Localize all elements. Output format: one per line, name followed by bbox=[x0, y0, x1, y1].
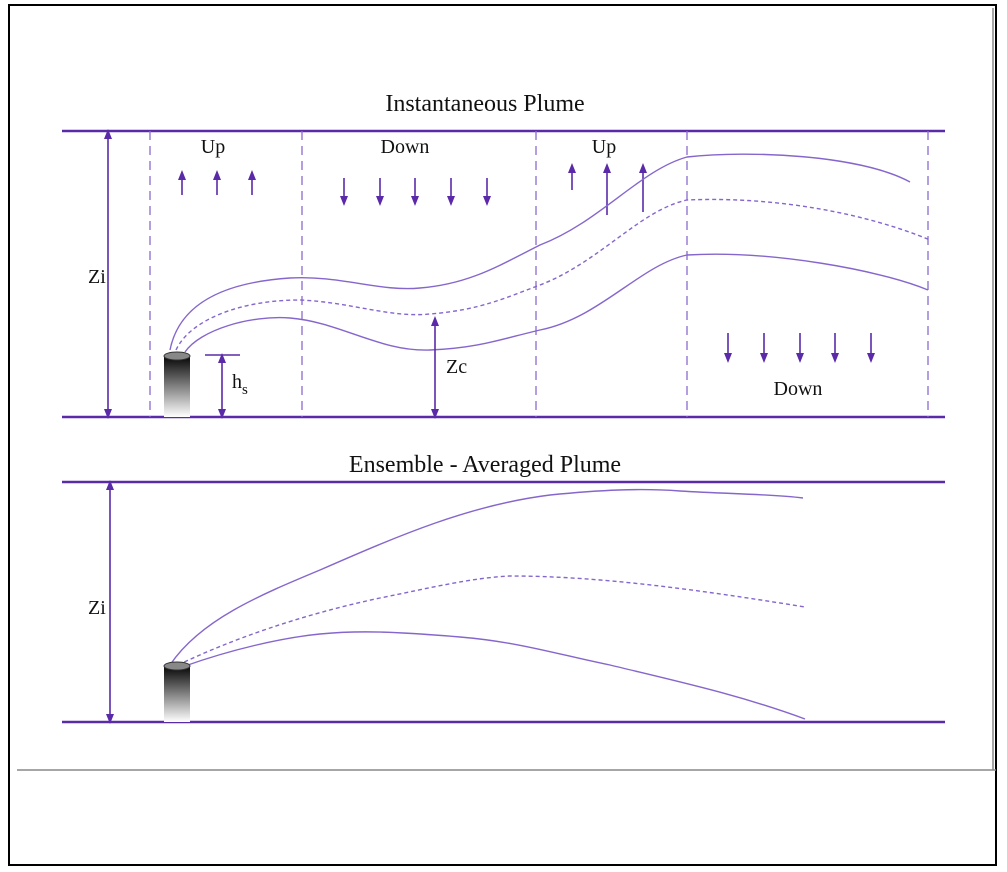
zc-label: Zc bbox=[446, 356, 467, 378]
stack-top bbox=[163, 661, 191, 671]
region-label: Down bbox=[381, 136, 430, 158]
instantaneous-panel: Instantaneous Plume Zi Up Down Up Down bbox=[62, 91, 945, 419]
region-label: Up bbox=[201, 136, 225, 158]
stack bbox=[164, 355, 190, 417]
stack-top bbox=[163, 351, 191, 361]
hs-symbol: h bbox=[232, 371, 242, 393]
frame bbox=[8, 4, 997, 866]
downdraft-arrows bbox=[340, 178, 875, 363]
plume bbox=[169, 153, 931, 353]
region-dividers bbox=[149, 131, 929, 417]
plume bbox=[169, 488, 806, 720]
hs-subscript: s bbox=[242, 382, 248, 398]
zi-label: Zi bbox=[88, 266, 106, 288]
region-label: Down bbox=[774, 378, 823, 400]
updraft-arrows bbox=[178, 163, 647, 215]
panel-title: Ensemble - Averaged Plume bbox=[349, 452, 621, 478]
ensemble-panel: Ensemble - Averaged Plume Zi bbox=[62, 452, 945, 724]
stack bbox=[164, 665, 190, 722]
hs-label: hs bbox=[232, 371, 248, 398]
region-label: Up bbox=[592, 136, 616, 158]
zi-label: Zi bbox=[88, 597, 106, 619]
panel-title: Instantaneous Plume bbox=[385, 91, 584, 117]
